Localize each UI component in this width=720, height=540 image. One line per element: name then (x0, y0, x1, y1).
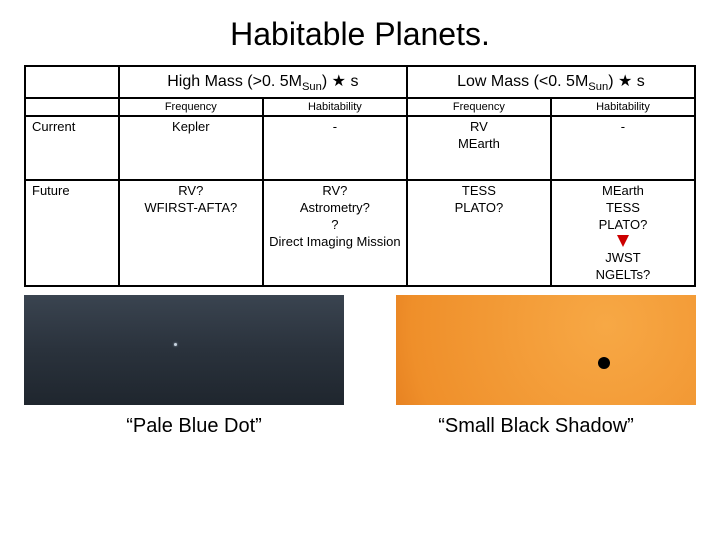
arrow-down-icon (617, 235, 629, 247)
subheader-empty (25, 98, 119, 116)
row-label-future: Future (25, 180, 119, 286)
header-low-mass: Low Mass (<0. 5MSun) ★ s (407, 66, 695, 98)
captions-row: “Pale Blue Dot” “Small Black Shadow” (0, 409, 720, 438)
caption-small-black-shadow: “Small Black Shadow” (376, 415, 696, 438)
row-current: Current Kepler - RV MEarth - (25, 116, 695, 180)
small-black-shadow-image (396, 295, 696, 405)
page-title: Habitable Planets. (0, 0, 720, 65)
future-low-hab: MEarth TESS PLATO? JWST NGELTs? (551, 180, 695, 286)
comparison-table: High Mass (>0. 5MSun) ★ s Low Mass (<0. … (0, 65, 720, 287)
images-row (0, 287, 720, 409)
col-high-hab: Habitability (263, 98, 407, 116)
pale-blue-dot-image (24, 295, 344, 405)
header-high-mass: High Mass (>0. 5MSun) ★ s (119, 66, 407, 98)
sun-disc-shape (396, 295, 696, 405)
future-high-freq: RV? WFIRST-AFTA? (119, 180, 263, 286)
future-low-freq: TESS PLATO? (407, 180, 551, 286)
current-low-freq: RV MEarth (407, 116, 551, 180)
col-low-freq: Frequency (407, 98, 551, 116)
current-high-hab: - (263, 116, 407, 180)
header-empty (25, 66, 119, 98)
caption-pale-blue-dot: “Pale Blue Dot” (24, 415, 364, 438)
col-high-freq: Frequency (119, 98, 263, 116)
table-subheader: Frequency Habitability Frequency Habitab… (25, 98, 695, 116)
table-header-groups: High Mass (>0. 5MSun) ★ s Low Mass (<0. … (25, 66, 695, 98)
row-label-current: Current (25, 116, 119, 180)
future-high-hab: RV? Astrometry? ? Direct Imaging Mission (263, 180, 407, 286)
current-low-hab: - (551, 116, 695, 180)
row-future: Future RV? WFIRST-AFTA? RV? Astrometry? … (25, 180, 695, 286)
current-high-freq: Kepler (119, 116, 263, 180)
col-low-hab: Habitability (551, 98, 695, 116)
